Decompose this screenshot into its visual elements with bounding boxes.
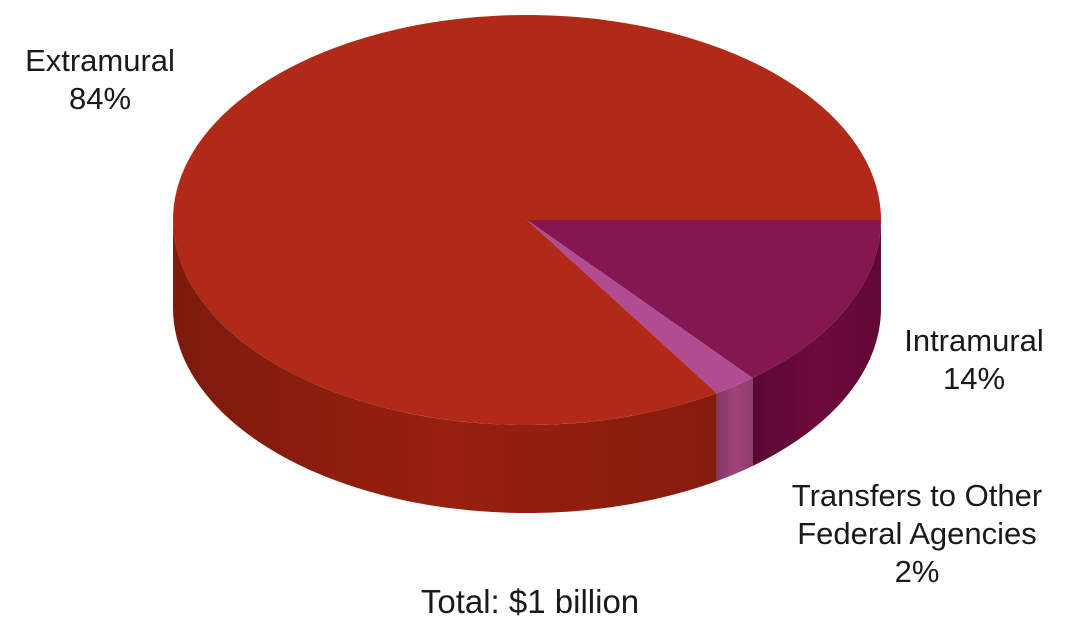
total-label: Total: $1 billion — [420, 583, 640, 619]
slice-name-transfers-line2: Federal Agencies — [797, 516, 1037, 551]
pie-side-shade-transfers — [716, 377, 753, 482]
pie-side-shade-extramural — [173, 220, 717, 513]
slice-value-intramural: 14% — [942, 361, 1006, 396]
slice-label-intramural: Intramural 14% — [884, 322, 1064, 398]
pie-sides — [173, 220, 881, 513]
pie-slice-extramural — [173, 14, 882, 425]
slice-name-extramural: Extramural — [25, 43, 175, 78]
pie-slice-transfers — [527, 220, 753, 394]
pie-side-shade-intramural — [752, 220, 881, 466]
pie-tops — [173, 14, 882, 425]
slice-value-transfers: 2% — [894, 554, 940, 589]
slice-label-extramural: Extramural 84% — [2, 42, 198, 118]
slice-name-transfers-line1: Transfers to Other — [791, 478, 1043, 513]
pie-slice-intramural — [527, 220, 881, 378]
slice-label-transfers: Transfers to Other Federal Agencies 2% — [770, 477, 1064, 591]
slice-value-extramural: 84% — [68, 81, 132, 116]
slice-name-intramural: Intramural — [904, 323, 1044, 358]
